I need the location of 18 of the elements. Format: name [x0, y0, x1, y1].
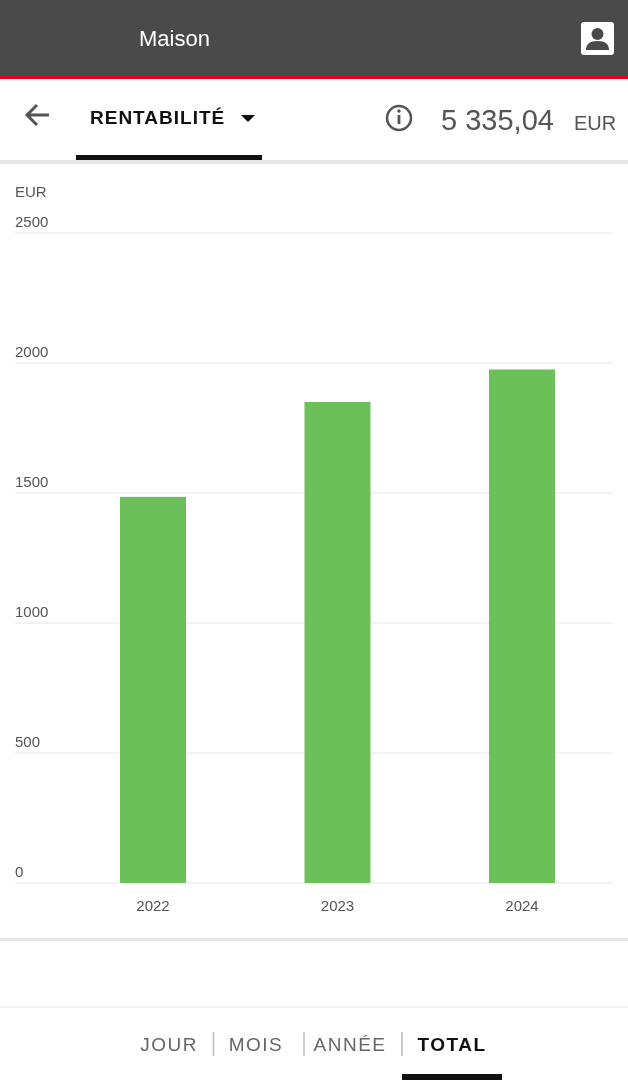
- text: TOTAL: [417, 1034, 487, 1055]
- text: MOIS: [228, 1034, 284, 1055]
- y-tick-label: 500: [15, 733, 41, 750]
- text: 5 335,04: [441, 104, 554, 136]
- text: Maison: [139, 26, 210, 51]
- y-tick-label: 1500: [15, 473, 49, 490]
- x-tick-label: 2024: [505, 897, 539, 914]
- text: JOUR: [140, 1034, 198, 1055]
- y-axis-title: EUR: [15, 183, 47, 200]
- x-tick-label: 2023: [320, 897, 355, 914]
- y-tick-label: 2500: [15, 213, 49, 230]
- y-tick-label: 2000: [15, 343, 49, 360]
- x-tick-label: 2022: [136, 897, 170, 914]
- text: ANNÉE: [313, 1034, 387, 1055]
- y-tick-label: 0: [15, 863, 24, 880]
- text: EUR: [574, 112, 617, 134]
- y-tick-label: 1000: [15, 603, 49, 620]
- chart-title: RENTABILITÉ: [90, 107, 226, 128]
